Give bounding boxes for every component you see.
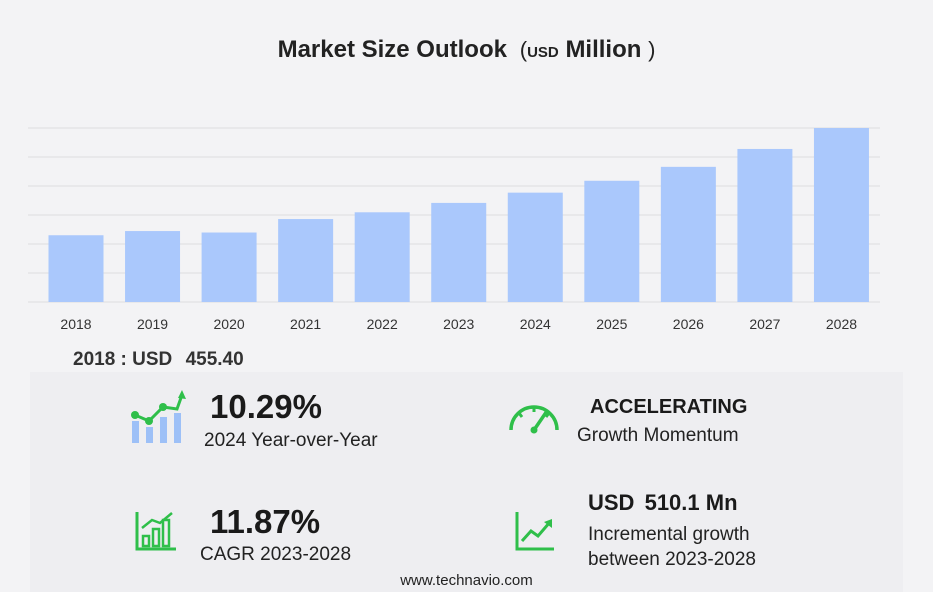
momentum-value: ACCELERATING [590, 396, 748, 418]
x-tick-label-2020: 2020 [214, 316, 245, 332]
incremental-value: USD 510.1 Mn [588, 490, 738, 516]
bar-2026 [660, 166, 716, 302]
bar-2024 [507, 192, 563, 302]
bar-2027 [737, 148, 793, 302]
speedometer-icon [509, 405, 559, 434]
x-tick-label-2018: 2018 [60, 316, 91, 332]
title-unit-suffix: Million [565, 36, 642, 63]
x-tick-label-2025: 2025 [596, 316, 627, 332]
title-unit-prefix: USD [527, 44, 559, 61]
yoy-label: 2024 Year-over-Year [204, 430, 378, 451]
x-tick-label-2023: 2023 [443, 316, 474, 332]
bar-2025 [584, 180, 640, 302]
momentum-label: Growth Momentum [577, 425, 739, 446]
incremental-label-line1: Incremental growth [588, 524, 750, 545]
bar-2022 [354, 212, 410, 302]
growth-chart-icon [131, 390, 186, 443]
title-close-paren: ) [648, 37, 656, 62]
cagr-value: 11.87% [210, 503, 321, 540]
bar-2021 [278, 219, 334, 302]
x-tick-label-2028: 2028 [826, 316, 857, 332]
bar-chart-icon [135, 512, 176, 551]
base-year-label: 2018 : USD [73, 349, 173, 370]
bar-2028 [813, 128, 869, 302]
x-tick-label-2021: 2021 [290, 316, 321, 332]
bar-2018 [48, 235, 104, 302]
yoy-value: 10.29% [210, 388, 322, 425]
x-tick-label-2019: 2019 [137, 316, 168, 332]
x-tick-label-2026: 2026 [673, 316, 704, 332]
x-tick-label-2027: 2027 [749, 316, 780, 332]
base-year-number: 455.40 [185, 349, 244, 370]
incremental-prefix: USD [588, 490, 635, 515]
bar-chart: 2018 2019 2020 2021 2022 2023 2024 2025 2026 2027… [28, 127, 880, 332]
cagr-label: CAGR 2023-2028 [200, 544, 352, 565]
incremental-amount: 510.1 Mn [644, 490, 738, 515]
x-tick-label-2022: 2022 [367, 316, 398, 332]
x-tick-label-2024: 2024 [520, 316, 551, 332]
base-year-value: 2018 : USD 455.40 [73, 349, 244, 371]
incremental-label-line2: between 2023-2028 [588, 549, 756, 570]
bar-2019 [125, 231, 181, 302]
bar-2020 [201, 232, 257, 302]
title-open-paren: ( [513, 37, 528, 62]
chart-title: Market Size Outlook (USD Million ) [0, 36, 933, 64]
trend-up-icon [515, 512, 554, 551]
bar-2023 [431, 202, 487, 302]
footer-url: www.technavio.com [400, 572, 533, 589]
chart-title-text: Market Size Outlook [277, 36, 507, 63]
